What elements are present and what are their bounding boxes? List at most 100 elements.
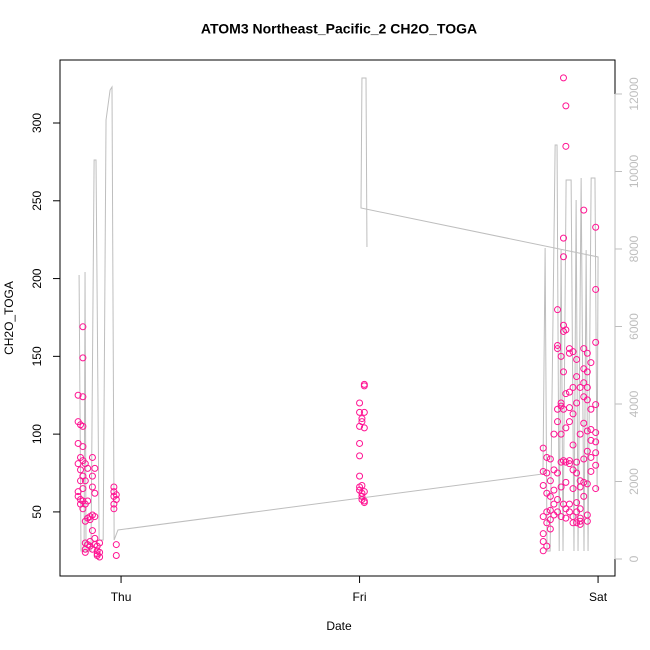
data-point xyxy=(539,547,547,555)
data-point xyxy=(112,491,120,499)
data-point xyxy=(554,508,562,516)
data-point xyxy=(91,489,99,497)
data-point xyxy=(539,444,547,452)
y2-tick-label: 10000 xyxy=(627,154,641,188)
data-point xyxy=(88,472,96,480)
data-point xyxy=(557,513,565,521)
data-line xyxy=(78,77,599,552)
data-point xyxy=(580,345,588,353)
data-point xyxy=(576,505,584,513)
data-point xyxy=(112,551,120,559)
data-point xyxy=(554,469,562,477)
data-point xyxy=(554,306,562,314)
data-point xyxy=(557,430,565,438)
data-point xyxy=(88,483,96,491)
data-point xyxy=(546,455,554,463)
data-point xyxy=(539,530,547,538)
data-point xyxy=(592,485,600,493)
data-point xyxy=(559,253,567,261)
data-point xyxy=(576,383,584,391)
data-point xyxy=(110,483,118,491)
data-point xyxy=(79,422,87,430)
data-point xyxy=(81,548,89,556)
data-point xyxy=(550,500,558,508)
data-point xyxy=(554,341,562,349)
data-point xyxy=(583,447,591,455)
data-point xyxy=(543,542,551,550)
y2-tick-label: 8000 xyxy=(627,235,641,262)
data-point xyxy=(562,458,570,466)
data-point xyxy=(550,430,558,438)
data-point xyxy=(79,354,87,362)
x-axis-label: Date xyxy=(326,619,352,633)
data-point xyxy=(91,534,99,542)
data-point xyxy=(546,525,554,533)
data-point xyxy=(565,388,573,396)
data-point xyxy=(96,553,104,561)
data-point xyxy=(358,418,366,426)
data-point xyxy=(546,516,554,524)
data-point xyxy=(543,453,551,461)
data-point xyxy=(79,443,87,451)
data-point xyxy=(74,488,82,496)
data-point xyxy=(539,513,547,521)
data-point xyxy=(576,517,584,525)
data-point xyxy=(539,481,547,489)
data-point xyxy=(580,478,588,486)
data-point xyxy=(559,368,567,376)
data-point xyxy=(559,234,567,242)
data-point xyxy=(580,419,588,427)
data-point xyxy=(565,418,573,426)
data-point xyxy=(88,527,96,535)
data-point xyxy=(573,499,581,507)
data-point xyxy=(580,206,588,214)
data-point xyxy=(573,519,581,527)
data-point xyxy=(110,505,118,513)
y2-tick-label: 0 xyxy=(627,555,641,562)
plot-box xyxy=(59,59,616,577)
data-point xyxy=(580,492,588,500)
data-point xyxy=(557,352,565,360)
data-point xyxy=(583,349,591,357)
data-point xyxy=(360,424,368,432)
data-point xyxy=(79,323,87,331)
y2-tick-label: 12000 xyxy=(627,77,641,111)
data-point xyxy=(576,430,584,438)
data-point xyxy=(592,285,600,293)
data-point xyxy=(546,492,554,500)
data-point xyxy=(576,483,584,491)
data-point xyxy=(546,477,554,485)
data-point xyxy=(587,453,595,461)
data-point xyxy=(587,405,595,413)
data-point xyxy=(580,455,588,463)
chart-title: ATOM3 Northeast_Pacific_2 CH2O_TOGA xyxy=(201,21,477,37)
data-point xyxy=(565,460,573,468)
data-point xyxy=(112,541,120,549)
data-point xyxy=(583,427,591,435)
data-point xyxy=(557,399,565,407)
data-point xyxy=(546,506,554,514)
data-point xyxy=(587,436,595,444)
data-point xyxy=(96,539,104,547)
data-point xyxy=(559,74,567,82)
data-point xyxy=(573,469,581,477)
data-point xyxy=(573,399,581,407)
data-point xyxy=(79,485,87,493)
data-point xyxy=(565,349,573,357)
data-point xyxy=(576,520,584,528)
y-tick-label: 250 xyxy=(30,190,44,210)
x-tick-label: Thu xyxy=(111,590,132,604)
data-point xyxy=(592,461,600,469)
y2-tick-label: 6000 xyxy=(627,313,641,340)
data-point xyxy=(543,508,551,516)
data-point xyxy=(356,408,364,416)
data-point xyxy=(554,418,562,426)
data-point xyxy=(539,537,547,545)
data-point xyxy=(565,404,573,412)
data-point xyxy=(562,326,570,334)
x-tick-label: Sat xyxy=(589,590,608,604)
data-point xyxy=(356,439,364,447)
data-point xyxy=(84,464,92,472)
data-point xyxy=(587,359,595,367)
